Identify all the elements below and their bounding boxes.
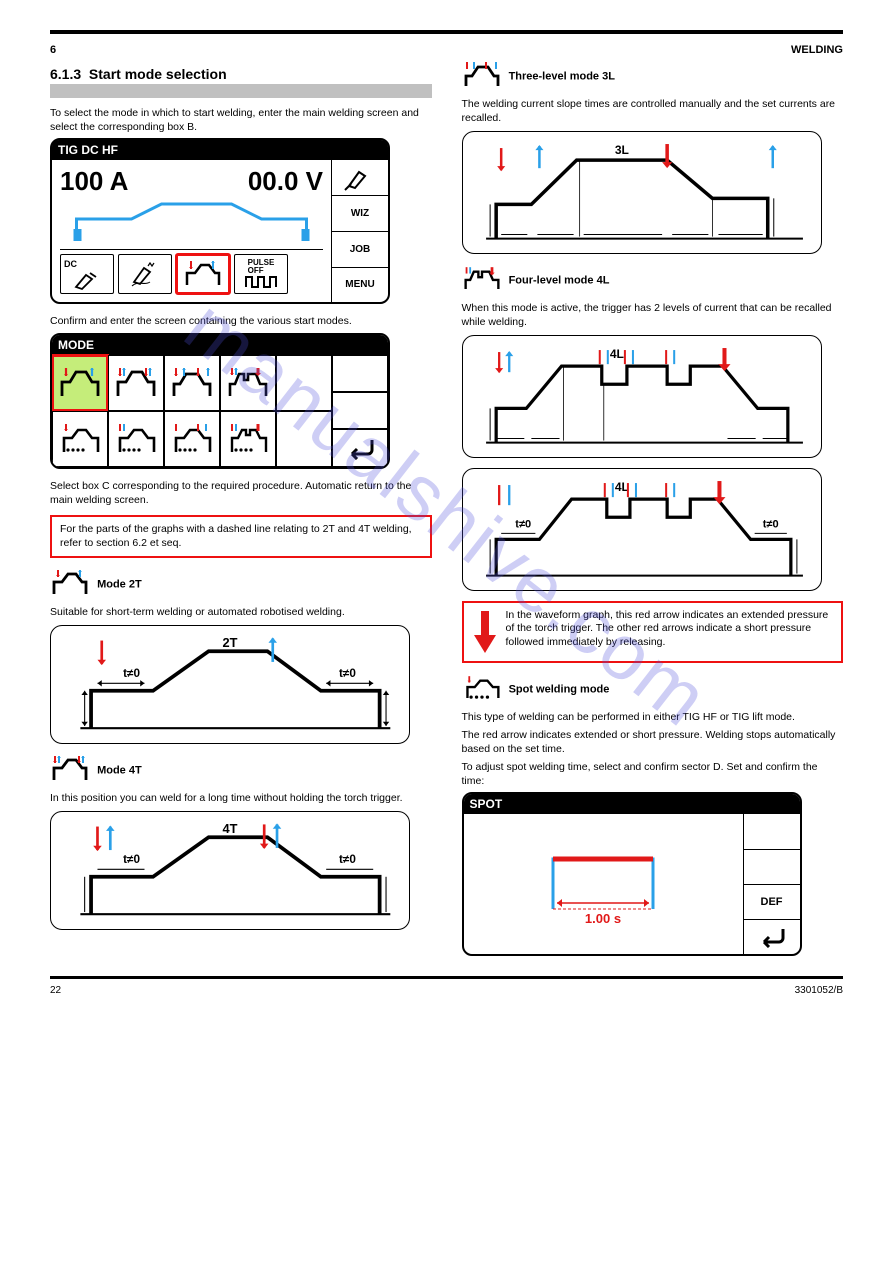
mode-4l-icon (462, 264, 502, 297)
big-red-arrow-icon (472, 609, 498, 655)
grey-bar (50, 84, 432, 98)
svg-text:4L: 4L (614, 480, 628, 494)
mode-2t-icon (183, 259, 223, 289)
warning-text-2: In the waveform graph, this red arrow in… (506, 609, 834, 650)
mode-cell-4l[interactable] (220, 355, 276, 411)
svg-text:3L: 3L (614, 143, 628, 157)
mode-cell-empty-1 (276, 355, 332, 411)
waveform-4l-a: 4L (462, 335, 822, 458)
spot-time-value: 1.00 s (585, 911, 621, 926)
mode-spot-icon (462, 673, 502, 706)
amp-readout: 100 A (60, 166, 128, 197)
svg-text:t≠0: t≠0 (515, 518, 531, 530)
display-cell-dc[interactable]: DC (60, 254, 114, 294)
side-menu[interactable]: MENU (332, 268, 388, 303)
welding-display-panel: TIG DC HF 100 A 00.0 V (50, 138, 390, 304)
mode-cell-empty-2 (276, 411, 332, 467)
intro-text-1: To select the mode in which to start wel… (50, 106, 432, 134)
svg-text:t≠0: t≠0 (339, 853, 356, 866)
graph-label-2t: 2T (223, 635, 238, 650)
torch-icon (72, 269, 102, 291)
mode-2t-heading: Mode 2T (97, 579, 142, 591)
mode-panel-title: MODE (52, 335, 388, 355)
mode-cell-4t[interactable] (108, 355, 164, 411)
waveform-2t: 2T t≠0 t≠0 (50, 625, 410, 744)
intro-text-2: Confirm and enter the screen containing … (50, 314, 432, 328)
side-torch-icon[interactable] (332, 160, 388, 196)
mode-side-empty-2 (332, 392, 388, 429)
mode-side-empty-1 (332, 355, 388, 392)
mode-4l-text: When this mode is active, the trigger ha… (462, 301, 844, 329)
spot-text-1: This type of welding can be performed in… (462, 710, 844, 724)
display-cell-pulse[interactable]: PULSE OFF (234, 254, 288, 294)
mode-cell-spot-3l[interactable] (164, 411, 220, 467)
mode-2t-text: Suitable for short-term welding or autom… (50, 605, 432, 619)
mode-cell-spot-4t[interactable] (108, 411, 164, 467)
side-wiz[interactable]: WIZ (332, 196, 388, 232)
spot-side-1 (744, 814, 800, 849)
spot-text-2: The red arrow indicates extended or shor… (462, 728, 844, 756)
spot-settings-panel: SPOT 1.00 s (462, 792, 802, 956)
mode-4l-heading: Four-level mode 4L (509, 274, 610, 286)
spot-panel-title: SPOT (464, 794, 800, 814)
waveform-4t: 4T t≠0 t≠0 (50, 811, 410, 930)
display-waveform (60, 199, 323, 243)
mode-cell-spot-4l[interactable] (220, 411, 276, 467)
volt-readout: 00.0 V (248, 166, 323, 197)
mode-3l-heading: Three-level mode 3L (509, 70, 615, 82)
return-arrow-icon (755, 926, 789, 948)
mode-cell-3l[interactable] (164, 355, 220, 411)
mode-3l-icon (462, 60, 502, 93)
display-cell-mode-b[interactable] (176, 254, 230, 294)
section-title: Start mode selection (89, 66, 227, 82)
warning-box-2: In the waveform graph, this red arrow in… (462, 601, 844, 663)
spot-side-back[interactable] (744, 920, 800, 954)
waveform-3l: 3L (462, 131, 822, 254)
spot-side-2 (744, 850, 800, 885)
footer-code: 3301052/B (795, 985, 843, 996)
mode-4t-text: In this position you can weld for a long… (50, 791, 432, 805)
spot-text-3: To adjust spot welding time, select and … (462, 760, 844, 788)
cell-label: PULSE OFF (248, 259, 275, 275)
intro-text-3: Select box C corresponding to the requir… (50, 479, 432, 507)
mode-selection-panel: MODE (50, 333, 390, 469)
mode-2t-icon (50, 568, 90, 601)
svg-text:t≠0: t≠0 (123, 853, 140, 866)
warning-box-1: For the parts of the graphs with a dashe… (50, 515, 432, 558)
svg-text:4L: 4L (609, 347, 623, 361)
page-header-title: WELDING (791, 44, 843, 56)
mode-3l-text: The welding current slope times are cont… (462, 97, 844, 125)
page-header-num: 6 (50, 44, 56, 56)
svg-text:t≠0: t≠0 (762, 518, 778, 530)
hf-torch-icon (128, 260, 162, 288)
pulse-icon (244, 275, 278, 289)
mode-cell-2t[interactable] (52, 355, 108, 411)
svg-text:t≠0: t≠0 (339, 667, 356, 680)
display-cell-hf[interactable] (118, 254, 172, 294)
footer-page: 22 (50, 985, 61, 996)
warning-text-1: For the parts of the graphs with a dashe… (60, 523, 412, 549)
mode-side-back[interactable] (332, 429, 388, 466)
spot-main-area: 1.00 s (464, 814, 744, 954)
mode-spot-heading: Spot welding mode (509, 683, 610, 695)
mode-4t-heading: Mode 4T (97, 765, 142, 777)
mode-cell-spot-2t[interactable] (52, 411, 108, 467)
waveform-4l-b: 4L t≠0 t≠0 (462, 468, 822, 591)
svg-text:t≠0: t≠0 (123, 667, 140, 680)
spot-side-def[interactable]: DEF (744, 885, 800, 920)
svg-text:4T: 4T (223, 821, 238, 836)
return-arrow-icon (342, 436, 378, 460)
display-title: TIG DC HF (52, 140, 388, 160)
cell-label: DC (64, 259, 77, 269)
side-job[interactable]: JOB (332, 232, 388, 268)
mode-4t-icon (50, 754, 90, 787)
display-side-menu: WIZ JOB MENU (332, 160, 388, 302)
section-number: 6.1.3 (50, 66, 81, 82)
